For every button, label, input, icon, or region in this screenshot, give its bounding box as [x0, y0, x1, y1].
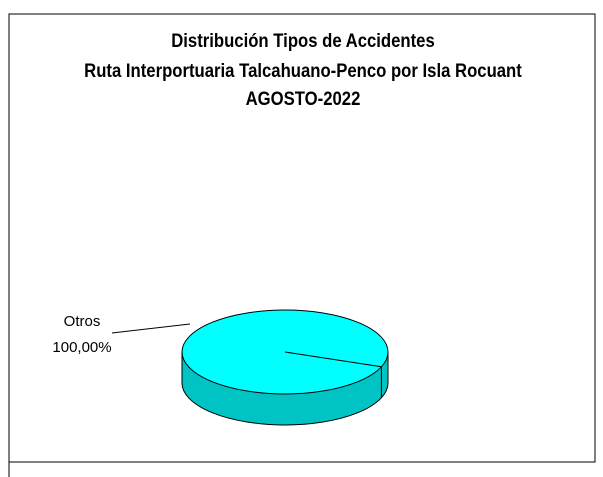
slice-value-label: 100,00% — [52, 339, 111, 356]
slice-label: Otros — [64, 313, 101, 330]
slice-edge — [284, 351, 382, 368]
chart-title: Ruta Interportuaria Talcahuano-Penco por… — [84, 60, 522, 81]
leader-line — [111, 323, 191, 334]
chart-title: Distribución Tipos de Accidentes — [171, 30, 435, 51]
chart-title: AGOSTO-2022 — [246, 88, 361, 109]
